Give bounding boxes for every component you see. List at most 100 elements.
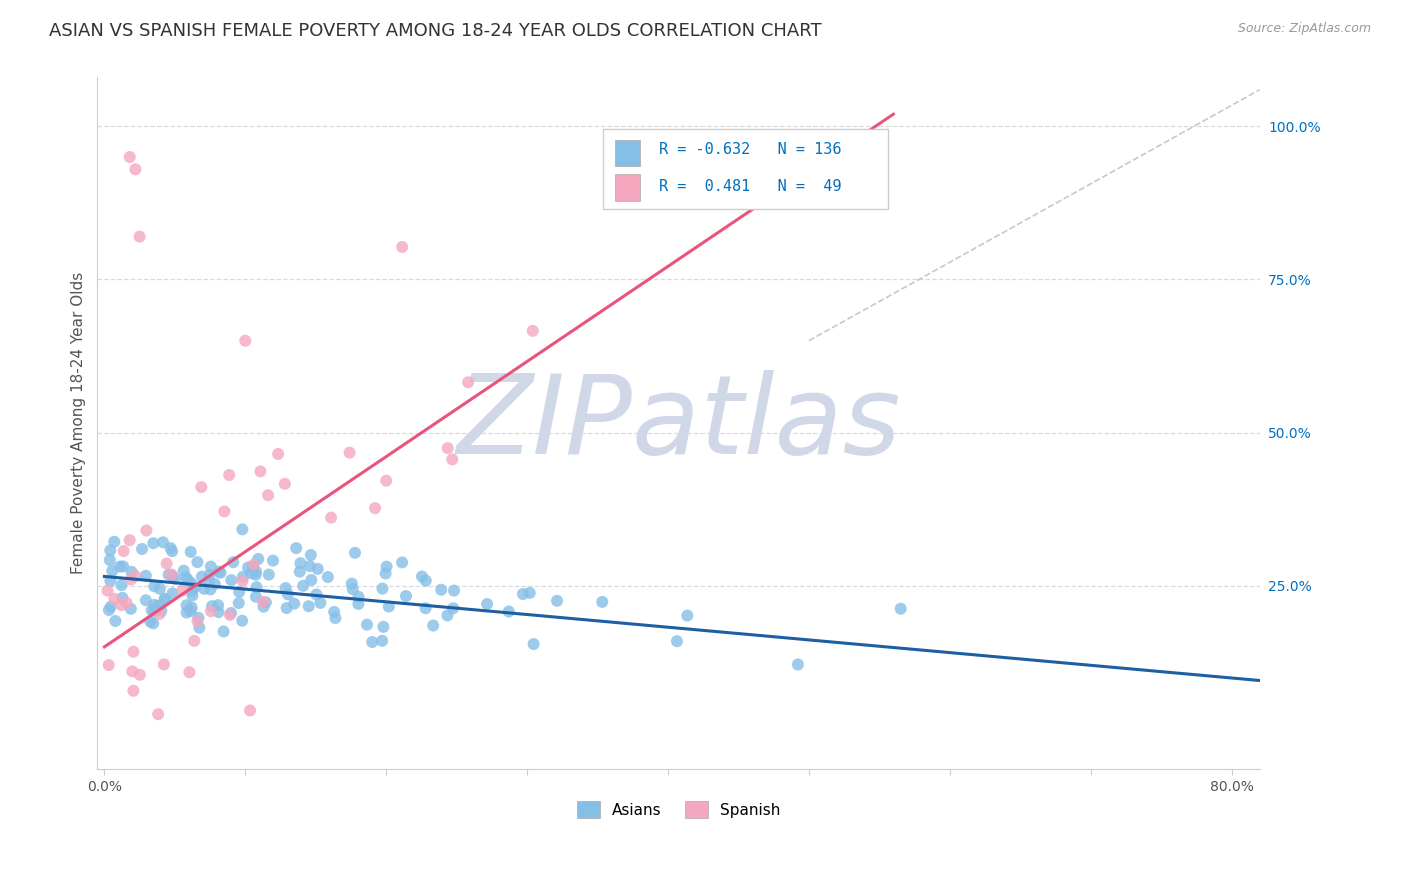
Point [111, 598, 134, 612]
Point [325, 611, 347, 625]
Point [100, 574, 122, 588]
Point [364, 501, 387, 516]
Point [120, 602, 142, 616]
Point [124, 569, 146, 583]
Point [142, 616, 165, 631]
Point [519, 586, 541, 600]
Point [361, 635, 384, 649]
Point [374, 566, 396, 581]
FancyBboxPatch shape [603, 129, 887, 209]
Point [343, 546, 366, 560]
Point [219, 607, 242, 622]
Point [180, 600, 202, 615]
Point [415, 601, 437, 615]
Text: ASIAN VS SPANISH FEMALE POVERTY AMONG 18-24 YEAR OLDS CORRELATION CHART: ASIAN VS SPANISH FEMALE POVERTY AMONG 18… [49, 22, 823, 40]
Point [347, 590, 370, 604]
Point [292, 579, 315, 593]
Point [139, 615, 162, 629]
Point [200, 604, 222, 618]
Point [122, 683, 145, 698]
Bar [614, 174, 640, 201]
Point [157, 567, 180, 582]
Point [98, 553, 121, 567]
Point [128, 229, 150, 244]
Point [162, 569, 184, 583]
Point [441, 601, 464, 615]
Point [257, 488, 280, 502]
Point [342, 582, 364, 596]
Point [118, 533, 141, 548]
Point [247, 552, 270, 566]
Point [786, 657, 808, 672]
Point [277, 587, 299, 601]
Point [356, 617, 378, 632]
Point [347, 597, 370, 611]
Point [212, 624, 235, 639]
Point [430, 582, 453, 597]
Point [200, 582, 222, 597]
Point [340, 576, 363, 591]
Point [112, 559, 135, 574]
Point [141, 603, 163, 617]
Point [422, 618, 444, 632]
Point [283, 597, 305, 611]
Point [288, 565, 311, 579]
Point [176, 572, 198, 586]
Point [232, 574, 254, 588]
Point [207, 605, 229, 619]
Point [443, 583, 465, 598]
Point [375, 559, 398, 574]
Text: R =  0.481   N =  49: R = 0.481 N = 49 [659, 178, 841, 194]
Point [436, 608, 458, 623]
Point [149, 582, 172, 596]
Point [124, 162, 146, 177]
Point [204, 577, 226, 591]
Point [180, 575, 202, 590]
Point [180, 584, 202, 599]
Point [160, 567, 183, 582]
Point [153, 592, 176, 607]
Point [197, 574, 219, 589]
Point [228, 585, 250, 599]
Text: Source: ZipAtlas.com: Source: ZipAtlas.com [1237, 22, 1371, 36]
Point [339, 445, 361, 459]
Point [546, 594, 568, 608]
Point [252, 595, 274, 609]
Point [172, 583, 194, 598]
Point [165, 572, 187, 586]
Point [665, 634, 688, 648]
Point [316, 570, 339, 584]
Point [214, 504, 236, 518]
Point [375, 474, 398, 488]
Point [173, 564, 195, 578]
Point [307, 562, 329, 576]
Point [108, 559, 131, 574]
Point [153, 591, 176, 606]
Point [231, 523, 253, 537]
Point [143, 598, 166, 612]
Point [395, 589, 418, 603]
Point [276, 601, 298, 615]
Point [98, 543, 121, 558]
Point [218, 467, 240, 482]
Point [305, 587, 328, 601]
Point [201, 599, 224, 613]
Point [112, 544, 135, 558]
Point [232, 570, 254, 584]
Y-axis label: Female Poverty Among 18-24 Year Olds: Female Poverty Among 18-24 Year Olds [72, 272, 86, 574]
Point [179, 665, 201, 680]
Point [228, 596, 250, 610]
Point [309, 596, 332, 610]
Point [198, 567, 221, 582]
Point [150, 604, 173, 618]
Point [299, 548, 322, 562]
Text: R = -0.632   N = 136: R = -0.632 N = 136 [659, 142, 841, 157]
Point [188, 621, 211, 635]
Point [207, 598, 229, 612]
Point [174, 570, 197, 584]
Point [100, 599, 122, 614]
Point [373, 620, 395, 634]
Point [184, 580, 207, 594]
Point [319, 510, 342, 524]
Point [221, 573, 243, 587]
